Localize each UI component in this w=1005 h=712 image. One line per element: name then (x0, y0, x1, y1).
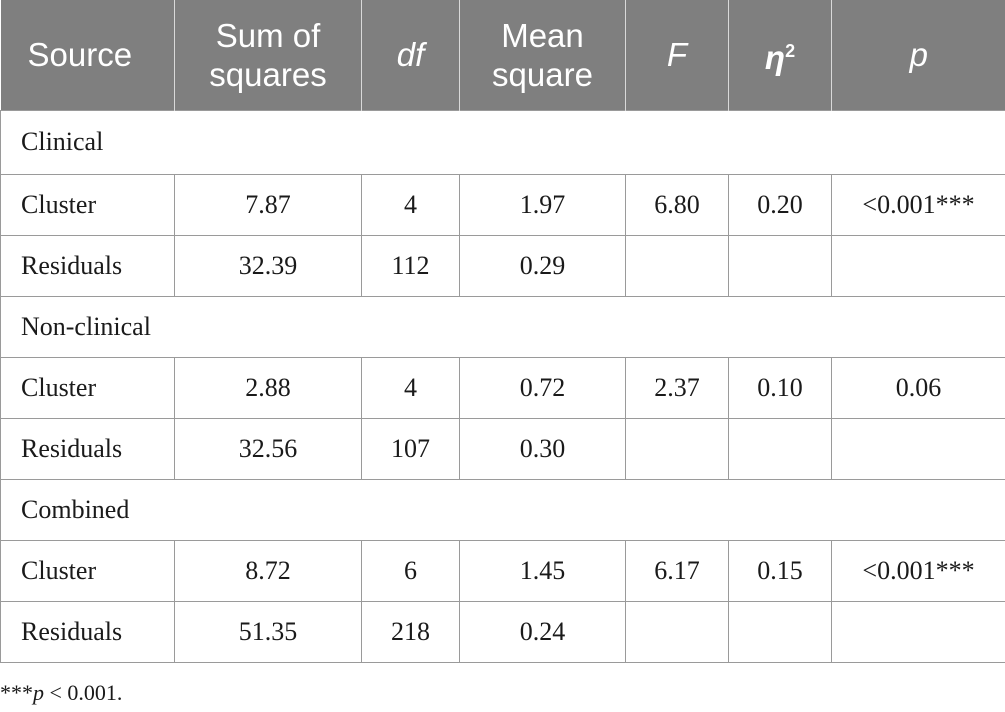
header-f: F (625, 0, 729, 110)
group-row: Non-clinical (0, 295, 1005, 358)
header-mean-square-line2: square (492, 55, 593, 93)
header-eta-symbol: η (764, 39, 786, 77)
header-eta-superscript: 2 (785, 41, 796, 62)
cell-source: Residuals (0, 234, 175, 297)
cell-p (831, 600, 1005, 663)
cell-sum-of-squares: 32.39 (174, 234, 362, 297)
cell-p: 0.06 (831, 356, 1005, 419)
cell-f (625, 417, 729, 480)
cell-sum-of-squares: 51.35 (174, 600, 362, 663)
header-row: Source Sum of squares df Mean square F η… (0, 0, 1005, 110)
table-row: Cluster 8.72 6 1.45 6.17 0.15 <0.001*** (0, 539, 1005, 602)
group-label: Non-clinical (0, 295, 1005, 358)
header-p: p (831, 0, 1005, 110)
cell-f: 6.17 (625, 539, 729, 602)
cell-sum-of-squares: 7.87 (174, 173, 362, 236)
table-footnote: ***p < 0.001. (0, 680, 122, 706)
cell-df: 4 (361, 173, 460, 236)
cell-eta-squared: 0.20 (728, 173, 832, 236)
table-header: Source Sum of squares df Mean square F η… (0, 0, 1005, 110)
cell-sum-of-squares: 8.72 (174, 539, 362, 602)
table-row: Cluster 7.87 4 1.97 6.80 0.20 <0.001*** (0, 173, 1005, 236)
cell-source: Residuals (0, 417, 175, 480)
header-eta-squared: η2 (728, 0, 832, 110)
cell-p: <0.001*** (831, 173, 1005, 236)
cell-eta-squared: 0.10 (728, 356, 832, 419)
header-source: Source (0, 0, 175, 110)
cell-p: <0.001*** (831, 539, 1005, 602)
footnote-p-symbol: p (33, 680, 44, 705)
header-sum-of-squares-line2: squares (209, 55, 327, 93)
header-mean-square: Mean square (459, 0, 626, 110)
footnote-threshold: < 0.001. (44, 680, 123, 705)
cell-sum-of-squares: 2.88 (174, 356, 362, 419)
header-df: df (361, 0, 460, 110)
table-row: Residuals 51.35 218 0.24 (0, 600, 1005, 663)
cell-mean-square: 0.24 (459, 600, 626, 663)
cell-eta-squared: 0.15 (728, 539, 832, 602)
table-body: Clinical Cluster 7.87 4 1.97 6.80 0.20 <0.001**… (0, 109, 1005, 663)
cell-f (625, 600, 729, 663)
cell-df: 107 (361, 417, 460, 480)
cell-f: 2.37 (625, 356, 729, 419)
anova-table: Source Sum of squares df Mean square F η… (0, 0, 1005, 663)
cell-mean-square: 1.45 (459, 539, 626, 602)
header-mean-square-line1: Mean (501, 16, 584, 54)
cell-mean-square: 0.72 (459, 356, 626, 419)
table-row: Residuals 32.56 107 0.30 (0, 417, 1005, 480)
cell-source: Cluster (0, 539, 175, 602)
cell-sum-of-squares: 32.56 (174, 417, 362, 480)
footnote-stars: *** (0, 680, 33, 705)
table-row: Residuals 32.39 112 0.29 (0, 234, 1005, 297)
cell-source: Cluster (0, 173, 175, 236)
group-label: Combined (0, 478, 1005, 541)
cell-eta-squared (728, 600, 832, 663)
group-label: Clinical (0, 109, 1005, 175)
cell-p (831, 234, 1005, 297)
header-sum-of-squares-line1: Sum of (215, 16, 321, 54)
table-row: Cluster 2.88 4 0.72 2.37 0.10 0.06 (0, 356, 1005, 419)
cell-f: 6.80 (625, 173, 729, 236)
cell-source: Residuals (0, 600, 175, 663)
cell-f (625, 234, 729, 297)
group-row: Clinical (0, 109, 1005, 175)
cell-df: 218 (361, 600, 460, 663)
cell-source: Cluster (0, 356, 175, 419)
cell-df: 6 (361, 539, 460, 602)
header-sum-of-squares: Sum of squares (174, 0, 362, 110)
cell-mean-square: 1.97 (459, 173, 626, 236)
cell-eta-squared (728, 417, 832, 480)
cell-df: 4 (361, 356, 460, 419)
group-row: Combined (0, 478, 1005, 541)
cell-p (831, 417, 1005, 480)
cell-eta-squared (728, 234, 832, 297)
cell-df: 112 (361, 234, 460, 297)
cell-mean-square: 0.30 (459, 417, 626, 480)
cell-mean-square: 0.29 (459, 234, 626, 297)
